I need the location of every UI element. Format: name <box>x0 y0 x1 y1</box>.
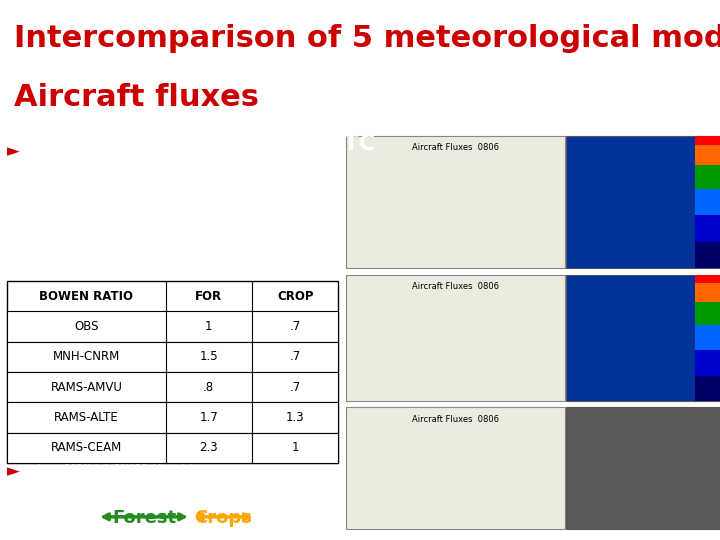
Text: The observed aircraft
fluxes over forest and
crops present large
horizontal vari: The observed aircraft fluxes over forest… <box>32 142 192 217</box>
Text: 1.5: 1.5 <box>199 350 218 363</box>
Text: Aircraft Fluxes  0806: Aircraft Fluxes 0806 <box>413 415 499 424</box>
Bar <box>695 215 720 242</box>
Text: Aircraft fluxes: Aircraft fluxes <box>14 83 259 112</box>
Bar <box>7 342 338 372</box>
Bar <box>695 242 720 268</box>
Bar <box>7 402 338 433</box>
Text: Intercomparison of 5 meteorological models: Intercomparison of 5 meteorological mode… <box>14 24 720 53</box>
Text: CO: CO <box>128 418 150 433</box>
Text: look consistents: look consistents <box>32 449 151 464</box>
Text: 1: 1 <box>205 320 212 333</box>
Text: RAMS-AMVU: RAMS-AMVU <box>50 381 122 394</box>
Text: ►: ► <box>7 142 20 160</box>
Bar <box>7 372 338 402</box>
Bar <box>695 275 720 284</box>
Bar <box>695 302 720 325</box>
Text: June-06, 9-11UTC: June-06, 9-11UTC <box>158 133 375 153</box>
Text: BOWEN RATIO: BOWEN RATIO <box>40 289 133 302</box>
Text: 2.3: 2.3 <box>199 441 218 454</box>
Text: ►: ► <box>7 462 20 480</box>
Bar <box>566 275 720 401</box>
Text: .7: .7 <box>289 381 301 394</box>
Bar <box>566 407 720 529</box>
Text: .8: .8 <box>203 381 215 394</box>
Bar <box>7 311 338 342</box>
Bar <box>695 350 720 376</box>
Text: MNH-CNRM: MNH-CNRM <box>53 350 120 363</box>
Text: 2: 2 <box>155 421 162 431</box>
Text: For MNH-CNRM and: For MNH-CNRM and <box>32 386 176 401</box>
Text: ►: ► <box>7 386 20 404</box>
Text: .7: .7 <box>289 320 301 333</box>
Bar <box>346 275 565 401</box>
Bar <box>346 407 565 529</box>
Text: Crops: Crops <box>194 509 252 526</box>
Bar <box>566 136 720 268</box>
Text: Aircraft Fluxes  0806: Aircraft Fluxes 0806 <box>413 282 499 291</box>
Text: RAMS-ALTE: RAMS-ALTE <box>32 418 117 433</box>
Bar <box>695 284 720 302</box>
Text: RAMS-ALTE: RAMS-ALTE <box>54 411 119 424</box>
Text: 1.3: 1.3 <box>286 411 305 424</box>
Bar <box>695 188 720 215</box>
Text: RAMS-CEAM: RAMS-CEAM <box>51 441 122 454</box>
Text: .7: .7 <box>289 350 301 363</box>
Text: Forest: Forest <box>112 509 176 526</box>
Bar <box>346 136 565 268</box>
Text: Aircraft Fluxes  0806: Aircraft Fluxes 0806 <box>413 143 499 152</box>
Bar <box>695 136 720 145</box>
Text: FOR: FOR <box>195 289 222 302</box>
Bar <box>695 165 720 188</box>
Bar <box>695 376 720 401</box>
Bar <box>695 325 720 350</box>
Bar <box>7 281 338 463</box>
Text: 1.7: 1.7 <box>199 411 218 424</box>
Text: fluxes: fluxes <box>166 418 214 433</box>
Text: For MNH-CNRM the LE
fluxes are overestimated
over crops because of an
overestima: For MNH-CNRM the LE fluxes are overestim… <box>32 462 217 536</box>
Bar <box>7 433 338 463</box>
Text: OBS: OBS <box>74 320 99 333</box>
Text: CROP: CROP <box>277 289 313 302</box>
Bar <box>695 145 720 165</box>
Text: 1: 1 <box>292 441 299 454</box>
